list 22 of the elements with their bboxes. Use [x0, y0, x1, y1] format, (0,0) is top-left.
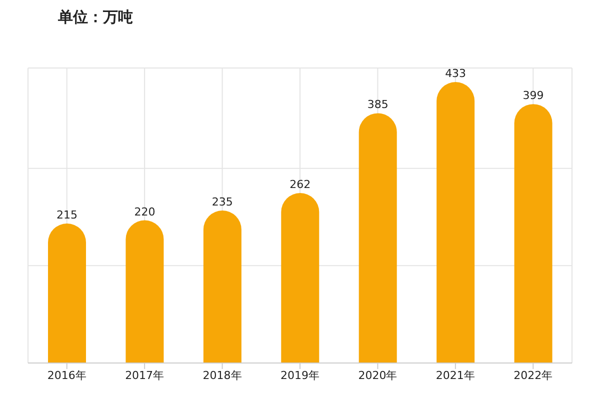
bar — [48, 223, 86, 363]
data-label: 433 — [445, 67, 466, 80]
bar — [436, 82, 475, 363]
x-tick-label: 2019年 — [280, 368, 320, 382]
x-tick-label: 2018年 — [202, 368, 242, 382]
data-label: 262 — [290, 178, 311, 191]
x-tick-label: 2017年 — [125, 368, 164, 382]
data-label: 220 — [134, 205, 156, 218]
y-axis-title: 单位：万吨 — [58, 8, 133, 27]
x-tick-label: 2020年 — [358, 368, 398, 382]
x-tick-label: 2021年 — [436, 368, 475, 382]
bar — [358, 113, 397, 363]
bar — [514, 104, 552, 363]
bar — [281, 193, 320, 363]
bar — [203, 210, 242, 363]
data-label: 235 — [212, 196, 233, 209]
x-tick-label: 2022年 — [514, 368, 553, 382]
bar — [126, 220, 164, 363]
data-label: 215 — [56, 208, 78, 222]
data-label: 385 — [367, 98, 388, 112]
x-tick-label: 2016年 — [47, 368, 86, 382]
data-label: 399 — [522, 89, 544, 102]
